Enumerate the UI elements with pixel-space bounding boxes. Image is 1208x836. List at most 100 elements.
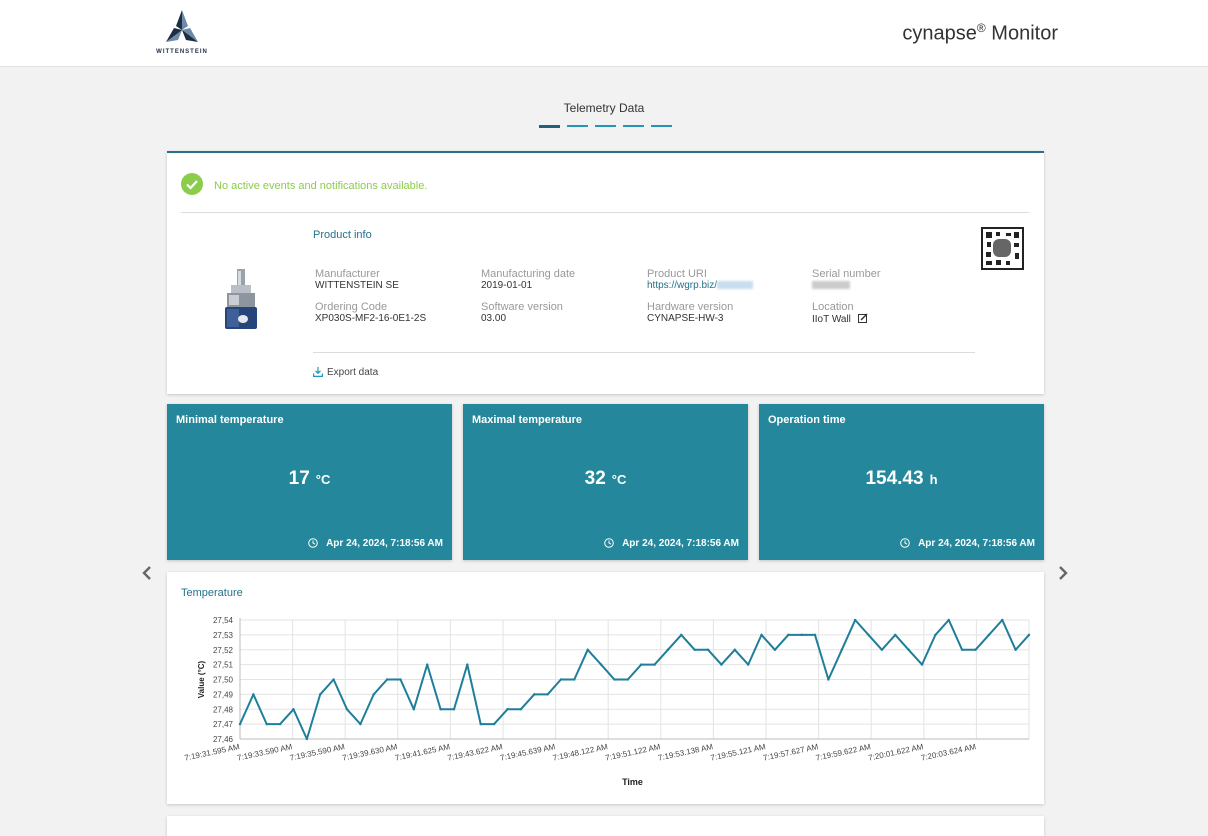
data-point xyxy=(506,708,509,711)
data-point xyxy=(653,663,656,666)
data-point xyxy=(787,633,790,637)
data-point xyxy=(813,633,817,637)
product-uri-link[interactable]: https://wgrp.biz/ xyxy=(647,280,718,291)
wittenstein-logo[interactable]: WITTENSTEIN xyxy=(152,8,212,60)
manufacturing-date-field: Manufacturing date 2019-01-01 xyxy=(481,268,575,291)
export-data-button[interactable]: Export data xyxy=(313,367,378,378)
data-point xyxy=(960,648,964,651)
check-circle-icon xyxy=(181,173,203,195)
manufacturer-value: WITTENSTEIN SE xyxy=(315,280,399,291)
data-point xyxy=(639,663,643,666)
manufacturing-date-value: 2019-01-01 xyxy=(481,280,533,291)
serial-number-field: Serial number xyxy=(812,268,880,291)
kpi-title: Maximal temperature xyxy=(472,414,583,426)
data-point xyxy=(426,663,429,666)
chart-title: Temperature xyxy=(181,587,243,599)
x-tick-label: 7:20:01.622 AM xyxy=(868,742,925,763)
data-point xyxy=(880,648,884,651)
step-2[interactable] xyxy=(567,125,588,127)
data-point xyxy=(666,648,670,651)
data-point xyxy=(479,722,482,726)
data-point xyxy=(947,618,950,622)
kpi-time: Apr 24, 2024, 7:18:56 AM xyxy=(326,538,443,549)
y-tick-label: 27,47 xyxy=(213,720,234,729)
manufacturer-field: Manufacturer WITTENSTEIN SE xyxy=(315,268,399,291)
top-bar: WITTENSTEIN cynapse® Monitor xyxy=(0,0,1208,67)
step-4[interactable] xyxy=(623,125,644,127)
x-tick-label: 7:19:57.627 AM xyxy=(762,742,819,763)
data-point xyxy=(345,708,349,711)
software-version-label: Software version xyxy=(481,301,563,313)
hardware-version-field: Hardware version CYNAPSE-HW-3 xyxy=(647,301,733,324)
kpi-time: Apr 24, 2024, 7:18:56 AM xyxy=(622,538,739,549)
kpi-tile-max-temperature: Maximal temperature 32 °C Apr 24, 2024, 7… xyxy=(463,404,748,560)
step-5[interactable] xyxy=(651,125,672,127)
data-point xyxy=(332,678,335,681)
data-point xyxy=(1001,618,1004,622)
data-point xyxy=(573,678,576,681)
data-point xyxy=(613,678,616,681)
kpi-value: 154.43 xyxy=(865,468,924,489)
x-axis-title: Time xyxy=(622,777,643,787)
data-point xyxy=(533,693,536,696)
data-point xyxy=(599,663,603,666)
data-point xyxy=(385,678,389,681)
data-point xyxy=(626,678,630,681)
data-point xyxy=(439,708,442,711)
y-tick-label: 27,51 xyxy=(213,661,234,670)
data-point xyxy=(305,737,309,741)
data-point xyxy=(492,722,496,726)
ordering-code-field: Ordering Code XP030S-MF2-16-0E1-2S xyxy=(315,301,426,324)
step-1[interactable] xyxy=(539,125,560,128)
ordering-code-label: Ordering Code xyxy=(315,301,388,313)
kpi-tile-min-temperature: Minimal temperature 17 °C Apr 24, 2024, 7… xyxy=(167,404,452,560)
y-axis-title: Value (°C) xyxy=(197,660,206,698)
x-tick-label: 7:19:31.595 AM xyxy=(184,742,241,763)
data-point xyxy=(680,633,683,637)
export-data-label: Export data xyxy=(327,367,379,378)
x-tick-label: 7:20:03.624 AM xyxy=(920,742,977,763)
app-name: cynapse xyxy=(902,22,977,45)
hardware-version-value: CYNAPSE-HW-3 xyxy=(647,313,724,324)
registered-mark: ® xyxy=(976,21,986,35)
kpi-unit: °C xyxy=(315,472,331,487)
next-card xyxy=(167,816,1044,836)
edit-icon[interactable] xyxy=(857,313,868,323)
chevron-left-icon[interactable] xyxy=(141,566,153,580)
x-tick-label: 7:19:59.622 AM xyxy=(815,742,872,763)
step-3[interactable] xyxy=(595,125,616,127)
data-point xyxy=(773,648,777,651)
kpi-title: Minimal temperature xyxy=(176,414,284,426)
redacted-serial xyxy=(812,281,850,290)
data-point xyxy=(840,648,843,651)
data-point xyxy=(827,678,830,681)
location-label: Location xyxy=(812,301,854,313)
step-indicator xyxy=(539,125,679,128)
data-point xyxy=(265,722,268,726)
y-tick-label: 27,53 xyxy=(213,631,234,640)
y-tick-label: 27,52 xyxy=(213,646,234,655)
data-point xyxy=(586,648,589,651)
data-point xyxy=(800,633,803,637)
divider xyxy=(313,352,975,353)
app-name-suffix: Monitor xyxy=(985,22,1058,45)
product-image xyxy=(219,269,263,333)
data-point xyxy=(907,648,910,651)
chevron-right-icon[interactable] xyxy=(1057,566,1069,580)
data-point xyxy=(546,693,549,696)
logo-mark-icon xyxy=(166,10,198,42)
data-point xyxy=(519,708,523,711)
data-point xyxy=(987,633,991,637)
y-tick-label: 27,50 xyxy=(213,676,234,685)
clock-icon xyxy=(900,538,910,548)
kpi-unit: h xyxy=(929,472,938,487)
data-point xyxy=(1027,633,1031,637)
data-point xyxy=(894,633,897,637)
data-point xyxy=(693,648,696,651)
x-tick-label: 7:19:41.625 AM xyxy=(394,742,451,763)
kpi-value: 32 xyxy=(584,468,606,489)
product-uri-field: Product URI https://wgrp.biz/ xyxy=(647,268,754,291)
data-point xyxy=(399,678,402,681)
clock-icon xyxy=(308,538,318,548)
data-point xyxy=(853,618,857,622)
